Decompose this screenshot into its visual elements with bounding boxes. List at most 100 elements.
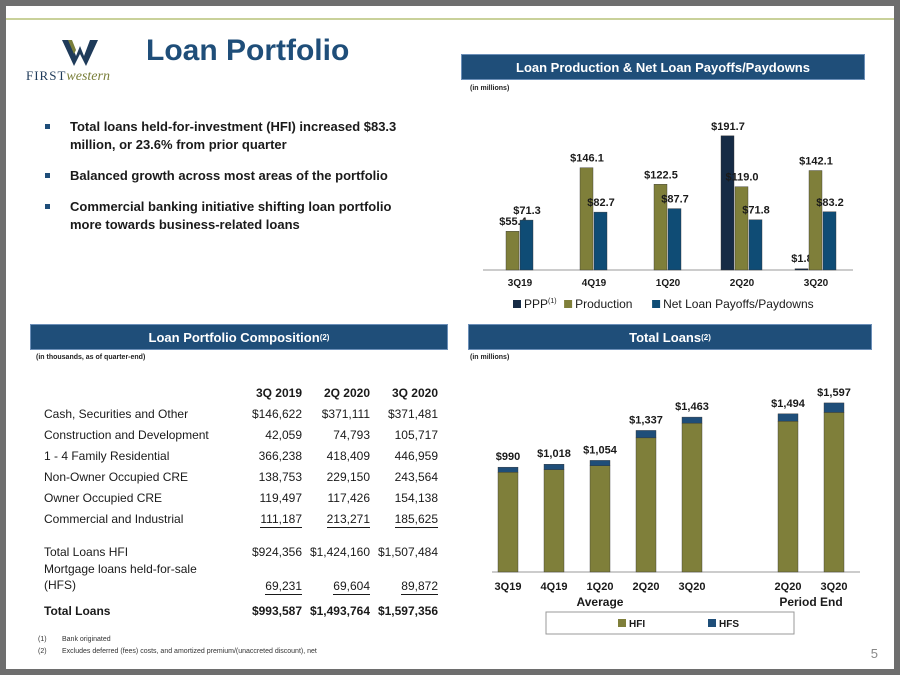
cell: 119,497 — [259, 490, 303, 505]
composition-header-sup: (2) — [319, 332, 330, 342]
data-label: $142.1 — [799, 156, 833, 168]
bar-net-loan-payoffs-paydowns — [822, 211, 837, 271]
first-western-logo-icon — [62, 40, 98, 66]
composition-table: 3Q 2019 2Q 2020 3Q 2020 Cash, Securities… — [44, 382, 439, 621]
table-row: Commercial and Industrial 111,187 213,27… — [44, 508, 439, 529]
table-row-hfs: Mortgage loans held-for-sale (HFS) 69,231… — [44, 562, 439, 596]
x-tick-label: 3Q19 — [495, 581, 522, 593]
cell: 366,238 — [258, 448, 302, 463]
legend-label: HFS — [719, 619, 739, 630]
production-chart: $55.4$71.33Q19$146.1$82.74Q19$122.5$87.7… — [483, 121, 853, 311]
bar-production — [653, 184, 668, 271]
bullet-item: Commercial banking initiative shifting l… — [42, 198, 422, 234]
data-label: $71.3 — [513, 205, 541, 217]
cell: 69,231 — [234, 579, 302, 595]
logo-first: FIRST — [26, 68, 67, 83]
legend-swatch — [513, 300, 521, 308]
legend-swatch — [564, 300, 573, 308]
total-label: $1,337 — [629, 414, 663, 426]
table-col-header: 3Q 2019 — [255, 385, 302, 400]
x-tick-label: 4Q19 — [582, 278, 607, 289]
bar-hfi — [823, 412, 845, 573]
bar-hfi — [777, 421, 799, 573]
bar-hfs — [777, 413, 799, 422]
cell-value: 69,231 — [265, 579, 302, 595]
page-title: Loan Portfolio — [146, 34, 350, 67]
cell-value: 69,604 — [333, 579, 370, 595]
cell: 229,150 — [326, 469, 370, 484]
total-label: $1,597 — [817, 387, 851, 399]
data-label: $71.8 — [742, 205, 770, 217]
table-row: 1 - 4 Family Residential 366,238 418,409… — [44, 445, 439, 466]
legend-label: PPP(1) — [524, 297, 557, 311]
composition-header-text: Loan Portfolio Composition — [148, 329, 320, 345]
cell: 74,793 — [333, 427, 370, 442]
total-loans-header-sup: (2) — [701, 332, 711, 342]
cell-value: 185,625 — [394, 511, 438, 528]
total-label: $1,018 — [537, 448, 571, 460]
footnote-num: (2) — [38, 648, 47, 655]
row-label-line2: (HFS) — [44, 578, 76, 592]
cell-value: 213,271 — [326, 511, 370, 528]
top-rule — [6, 18, 894, 20]
row-label: Total Loans HFI — [44, 544, 129, 559]
data-label: $191.7 — [711, 121, 745, 133]
production-unit: (in millions) — [470, 85, 510, 92]
x-tick-label: 3Q20 — [821, 581, 848, 593]
bar-net-loan-payoffs-paydowns — [593, 211, 608, 271]
production-header-text: Loan Production & Net Loan Payoffs/Paydo… — [516, 59, 810, 75]
table-row: Construction and Development 42,059 74,7… — [44, 424, 439, 445]
total-loans-unit: (in millions) — [470, 354, 510, 361]
bar-hfi — [497, 472, 519, 573]
cell: 243,564 — [394, 469, 438, 484]
page-number: 5 — [870, 646, 878, 661]
legend-sup: (1) — [548, 298, 557, 305]
bar-production — [505, 231, 520, 271]
composition-header: Loan Portfolio Composition (2) — [30, 324, 448, 350]
legend-label: HFI — [629, 619, 645, 630]
bullet-item: Total loans held-for-investment (HFI) in… — [42, 118, 422, 154]
footnote-text: Bank originated — [62, 636, 111, 643]
legend-label: Net Loan Payoffs/Paydowns — [663, 297, 814, 311]
footnote-num: (1) — [38, 636, 47, 643]
legend-swatch — [708, 619, 716, 627]
footnote: (1) Bank originated — [38, 636, 111, 643]
bar-hfi — [589, 465, 611, 573]
bar-production — [579, 167, 594, 271]
data-label: $82.7 — [587, 197, 615, 209]
table-col-header: 3Q 2020 — [391, 385, 438, 400]
cell: 89,872 — [370, 579, 438, 595]
total-label: $990 — [496, 451, 520, 463]
cell: $924,356 — [251, 544, 302, 559]
bar-net-loan-payoffs-paydowns — [748, 219, 763, 271]
x-tick-label: 4Q19 — [541, 581, 568, 593]
bar-hfs — [681, 416, 703, 424]
total-loans-header-text: Total Loans — [629, 329, 702, 345]
composition-unit: (in thousands, as of quarter-end) — [36, 354, 146, 361]
row-label: Owner Occupied CRE — [44, 490, 163, 505]
production-header: Loan Production & Net Loan Payoffs/Paydo… — [461, 54, 865, 80]
row-label: Non-Owner Occupied CRE — [44, 469, 189, 484]
cell: $1,493,764 — [309, 603, 370, 618]
data-label: $122.5 — [644, 169, 678, 181]
x-tick-label: 1Q20 — [587, 581, 614, 593]
row-label: Total Loans — [44, 603, 111, 618]
total-label: $1,494 — [771, 398, 806, 410]
data-label: $83.2 — [816, 197, 844, 209]
row-label-line1: Mortgage loans held-for-sale — [44, 562, 197, 576]
cell: $371,111 — [321, 406, 370, 421]
logo-wordmark: FIRSTwestern — [26, 68, 110, 85]
cell: 154,138 — [394, 490, 438, 505]
cell: 105,717 — [394, 427, 438, 442]
total-loans-chart: $990 3Q19 $1,018 4Q19 $1,054 1Q20 $1,337 2Q20 $1… — [492, 387, 860, 635]
cell: $146,622 — [251, 406, 302, 421]
x-tick-label: 2Q20 — [730, 278, 755, 289]
group-label: Average — [577, 595, 624, 609]
bar-net-loan-payoffs-paydowns — [519, 219, 534, 271]
bar-hfs — [497, 466, 519, 473]
cell-value: 111,187 — [260, 511, 302, 528]
bar-hfs — [543, 464, 565, 470]
bar-hfs — [823, 402, 845, 413]
legend-swatch — [618, 619, 626, 627]
x-tick-label: 2Q20 — [633, 581, 660, 593]
